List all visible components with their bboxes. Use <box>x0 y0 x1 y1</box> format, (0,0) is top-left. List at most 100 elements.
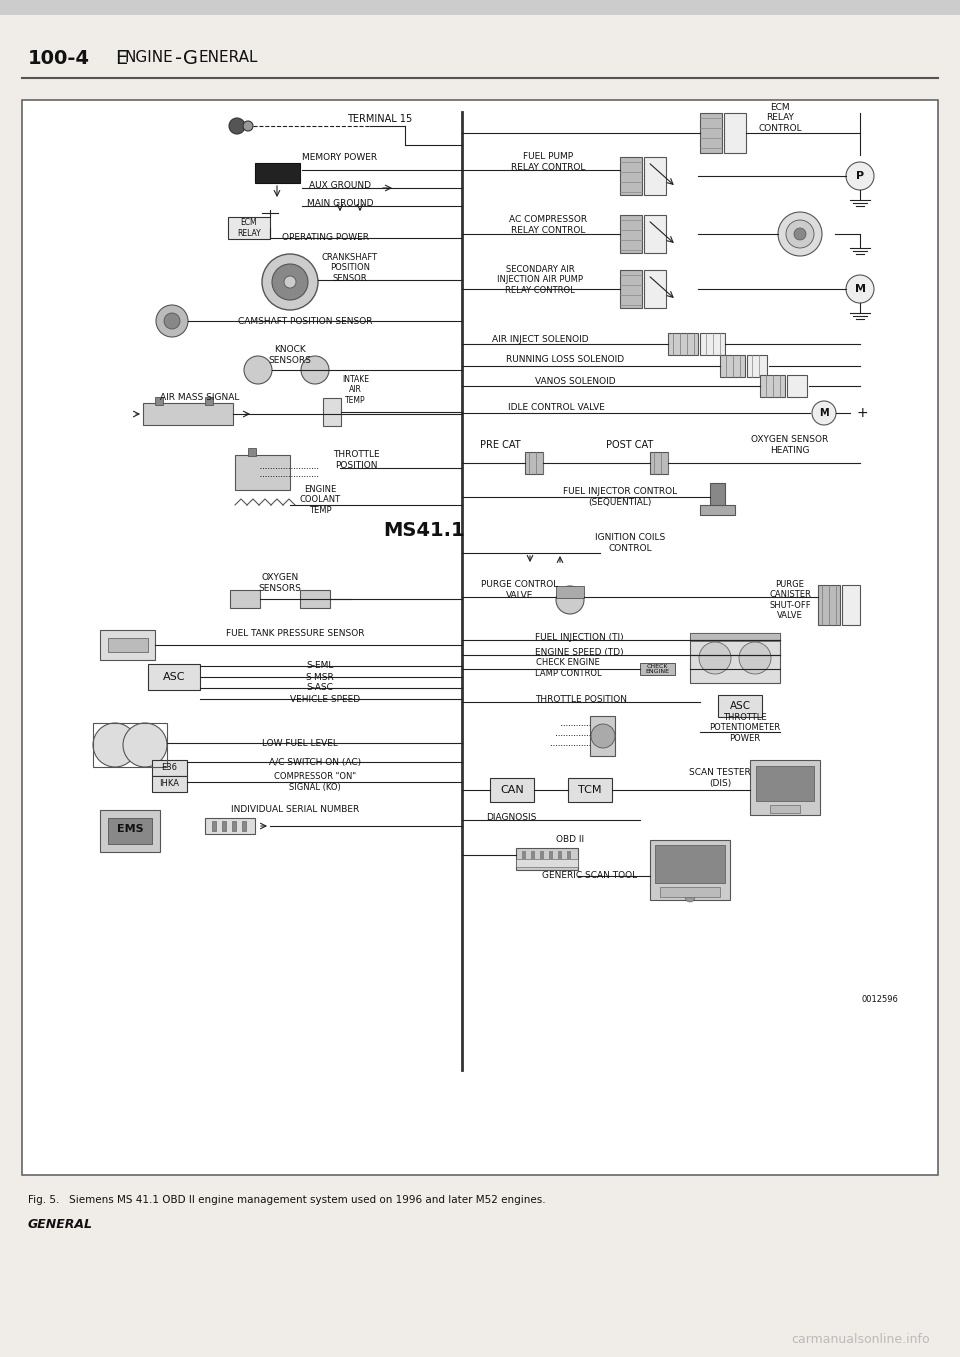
Bar <box>155 398 163 404</box>
Bar <box>568 778 612 802</box>
Bar <box>148 664 200 689</box>
Bar <box>255 163 300 183</box>
Bar <box>228 217 270 239</box>
Circle shape <box>93 723 137 767</box>
Circle shape <box>556 586 584 613</box>
Bar <box>640 664 675 674</box>
Text: KNOCK
SENSORS: KNOCK SENSORS <box>269 345 311 365</box>
Bar <box>718 695 762 716</box>
Bar <box>108 818 152 844</box>
Bar <box>644 157 666 195</box>
Bar <box>516 859 578 867</box>
Circle shape <box>591 725 615 748</box>
Text: ASC: ASC <box>163 672 185 683</box>
Bar <box>756 765 814 801</box>
Bar <box>516 848 578 870</box>
Text: IGNITION COILS
CONTROL: IGNITION COILS CONTROL <box>595 533 665 552</box>
Text: S-EML: S-EML <box>306 661 334 670</box>
Text: S-MSR: S-MSR <box>305 673 334 681</box>
Bar <box>655 845 725 883</box>
Text: IDLE CONTROL VALVE: IDLE CONTROL VALVE <box>508 403 605 413</box>
Bar <box>152 760 187 776</box>
Text: ENERAL: ENERAL <box>198 50 257 65</box>
Circle shape <box>846 161 874 190</box>
Text: AIR MASS SIGNAL: AIR MASS SIGNAL <box>160 392 240 402</box>
Text: P: P <box>856 171 864 180</box>
Text: OXYGEN
SENSORS: OXYGEN SENSORS <box>258 573 301 593</box>
Bar <box>490 778 534 802</box>
Text: ECM
RELAY
CONTROL: ECM RELAY CONTROL <box>758 103 802 133</box>
Circle shape <box>794 228 806 240</box>
Text: PURGE CONTROL
VALVE: PURGE CONTROL VALVE <box>481 581 559 600</box>
Text: CAN: CAN <box>500 784 524 795</box>
Bar <box>842 585 860 626</box>
Text: GENERIC SCAN TOOL: GENERIC SCAN TOOL <box>542 871 637 881</box>
Bar <box>300 590 330 608</box>
Circle shape <box>164 313 180 328</box>
Circle shape <box>284 275 296 288</box>
Bar <box>323 398 341 426</box>
Text: CRANKSHAFT
POSITION
SENSOR: CRANKSHAFT POSITION SENSOR <box>322 254 378 282</box>
Text: MS41.1: MS41.1 <box>383 521 465 540</box>
Text: AUX GROUND: AUX GROUND <box>309 180 371 190</box>
Text: 100-4: 100-4 <box>28 49 90 68</box>
Text: TCM: TCM <box>578 784 602 795</box>
Bar <box>710 483 725 513</box>
Text: ENGINE
COOLANT
TEMP: ENGINE COOLANT TEMP <box>300 484 341 514</box>
Bar <box>690 632 780 641</box>
Text: E36: E36 <box>161 764 178 772</box>
Bar <box>747 356 767 377</box>
Bar <box>700 505 735 516</box>
Text: IHKA: IHKA <box>159 779 180 788</box>
Bar <box>143 403 233 425</box>
Text: 0012596: 0012596 <box>861 996 899 1004</box>
Bar <box>100 810 160 852</box>
Circle shape <box>262 254 318 309</box>
Bar <box>248 448 256 456</box>
Bar <box>644 214 666 252</box>
Circle shape <box>812 402 836 425</box>
Bar <box>650 840 730 900</box>
Bar <box>700 113 722 153</box>
Circle shape <box>156 305 188 337</box>
Bar <box>700 332 725 356</box>
Circle shape <box>301 356 329 384</box>
Text: THROTTLE POSITION: THROTTLE POSITION <box>535 696 627 704</box>
Circle shape <box>244 356 272 384</box>
Text: S-ASC: S-ASC <box>306 684 333 692</box>
Text: ASC: ASC <box>730 702 751 711</box>
Bar <box>152 776 187 792</box>
Text: PRE CAT: PRE CAT <box>480 440 520 451</box>
Circle shape <box>123 723 167 767</box>
Bar <box>620 214 642 252</box>
Text: OPERATING POWER: OPERATING POWER <box>281 233 369 243</box>
Circle shape <box>739 642 771 674</box>
Bar <box>222 821 226 830</box>
Text: carmanualsonline.info: carmanualsonline.info <box>791 1333 930 1346</box>
Text: TERMINAL 15: TERMINAL 15 <box>348 114 413 123</box>
Text: FUEL INJECTION (TI): FUEL INJECTION (TI) <box>535 634 624 642</box>
Text: OBD II: OBD II <box>556 836 584 844</box>
Circle shape <box>846 275 874 303</box>
Text: FUEL INJECTOR CONTROL
(SEQUENTIAL): FUEL INJECTOR CONTROL (SEQUENTIAL) <box>563 487 677 506</box>
Bar <box>100 630 155 660</box>
Bar <box>760 375 785 398</box>
Text: GENERAL: GENERAL <box>28 1219 93 1231</box>
Bar <box>690 632 780 683</box>
Text: NGINE: NGINE <box>124 50 173 65</box>
Text: LOW FUEL LEVEL: LOW FUEL LEVEL <box>262 738 338 748</box>
Bar <box>230 590 260 608</box>
Text: M: M <box>819 408 828 418</box>
Bar <box>93 723 167 767</box>
Text: ENGINE SPEED (TD): ENGINE SPEED (TD) <box>535 649 624 658</box>
Text: SCAN TESTER
(DIS): SCAN TESTER (DIS) <box>689 768 751 787</box>
Text: CHECK ENGINE
LAMP CONTROL: CHECK ENGINE LAMP CONTROL <box>535 658 602 677</box>
Text: +: + <box>856 406 868 421</box>
Text: POST CAT: POST CAT <box>607 440 654 451</box>
Bar <box>770 805 800 813</box>
Text: Fig. 5.   Siemens MS 41.1 OBD II engine management system used on 1996 and later: Fig. 5. Siemens MS 41.1 OBD II engine ma… <box>28 1196 545 1205</box>
Text: INTAKE
AIR
TEMP: INTAKE AIR TEMP <box>342 375 369 404</box>
Text: CHECK
ENGINE: CHECK ENGINE <box>645 664 669 674</box>
Text: SECONDARY AIR
INJECTION AIR PUMP
RELAY CONTROL: SECONDARY AIR INJECTION AIR PUMP RELAY C… <box>497 265 583 294</box>
Bar <box>787 375 807 398</box>
